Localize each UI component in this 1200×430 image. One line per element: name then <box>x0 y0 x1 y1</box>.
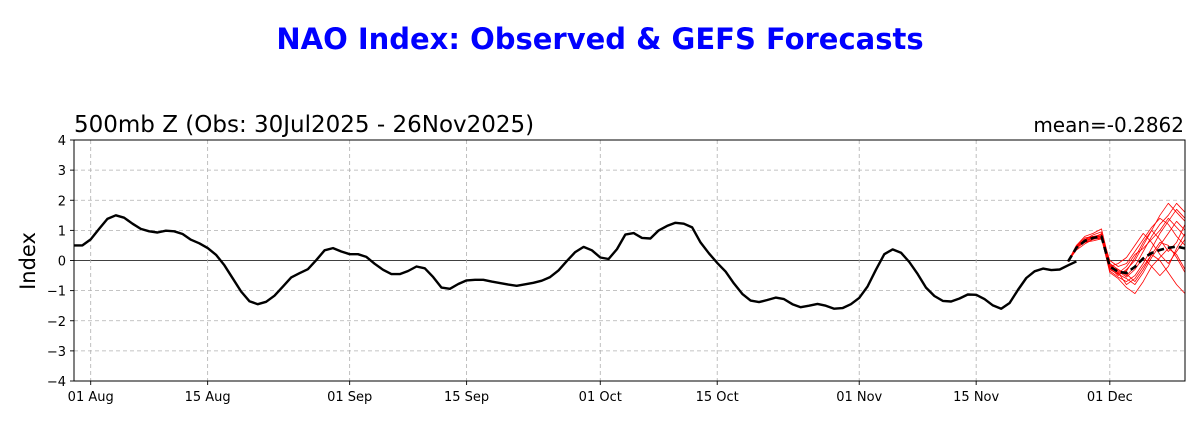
y-axis-label: Index <box>16 232 40 290</box>
x-tick-label: 01 Aug <box>68 390 114 405</box>
plot-frame <box>73 139 1186 382</box>
forecast-member-line <box>1067 237 1186 295</box>
x-tick-label: 01 Sep <box>327 390 372 405</box>
forecast-member-line <box>1067 208 1186 283</box>
series-layer <box>74 202 1186 310</box>
y-tick-label: −2 <box>47 315 66 330</box>
forecast-member-line <box>1067 217 1186 274</box>
forecast-mean-line <box>1066 235 1186 275</box>
grid-lines <box>74 140 1185 381</box>
y-tick-label: 3 <box>58 164 66 179</box>
observed-line <box>74 214 1077 310</box>
x-tick-label: 01 Oct <box>579 390 622 405</box>
chart-subtitle-right: mean=-0.2862 <box>1033 113 1184 137</box>
axes: −4 −3 −2 −1 0 1 2 3 4 01 Aug 15 Aug 01 Sep 15 Sep 01 … <box>47 134 1186 405</box>
y-tick-label: 0 <box>58 255 66 270</box>
x-tick-label: 15 Aug <box>185 390 231 405</box>
x-tick-label: 15 Sep <box>444 390 489 405</box>
y-tick-label: −3 <box>47 345 66 360</box>
figure-title: NAO Index: Observed & GEFS Forecasts <box>276 22 924 56</box>
y-tick-label: −1 <box>47 285 66 300</box>
y-tick-label: −4 <box>47 375 66 390</box>
y-tick-label: 4 <box>58 134 66 149</box>
forecast-member-line <box>1067 220 1186 286</box>
forecast-member-line <box>1067 202 1186 277</box>
x-tick-label: 01 Dec <box>1087 390 1133 405</box>
forecast-member-line <box>1067 202 1186 275</box>
forecast-member-line <box>1067 224 1186 277</box>
y-tick-label: 2 <box>58 194 66 209</box>
chart-subtitle-left: 500mb Z (Obs: 30Jul2025 - 26Nov2025) <box>74 112 534 138</box>
x-tick-label: 15 Oct <box>696 390 739 405</box>
x-tick-label: 15 Nov <box>953 390 999 405</box>
forecast-member-line <box>1067 233 1186 294</box>
x-tick-label: 01 Nov <box>836 390 882 405</box>
y-tick-label: 1 <box>58 224 66 239</box>
